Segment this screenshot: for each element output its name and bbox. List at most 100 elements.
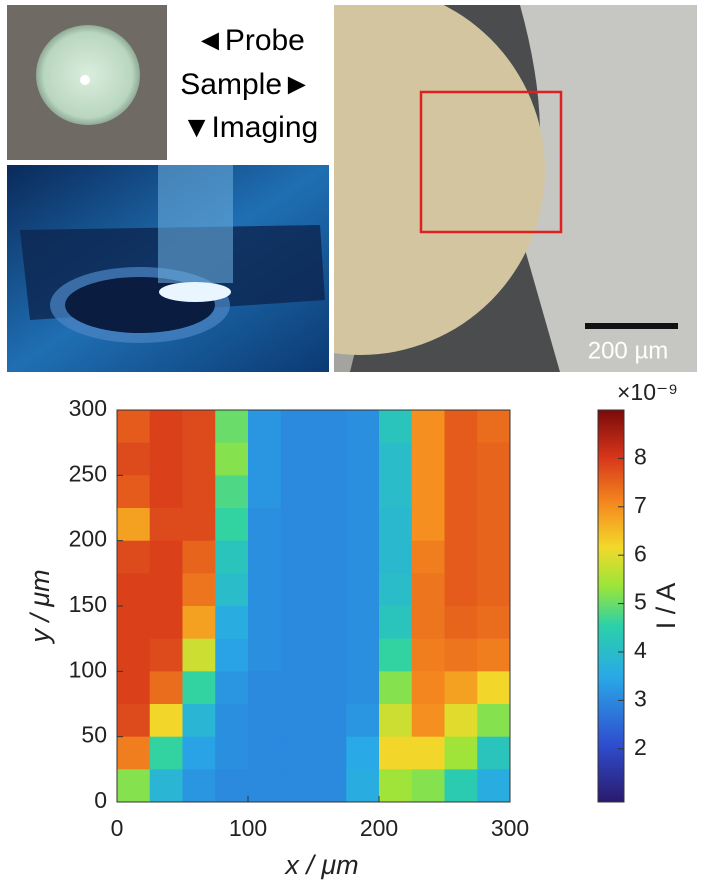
- annotation: ▼Imaging: [182, 111, 318, 144]
- heatmap-cell: [313, 769, 347, 803]
- colorbar-tick-label: 2: [634, 734, 647, 760]
- heatmap-cell: [117, 442, 151, 476]
- heatmap-cell: [313, 442, 347, 476]
- heatmap-cell: [346, 410, 380, 444]
- heatmap-cell: [248, 671, 282, 705]
- y-tick-label: 250: [69, 460, 107, 486]
- heatmap-cell: [215, 736, 249, 770]
- heatmap-cell: [411, 769, 445, 803]
- heatmap-cell: [444, 671, 478, 705]
- heatmap-cell: [411, 606, 445, 640]
- heatmap-cell: [477, 540, 511, 574]
- heatmap-cell: [149, 540, 183, 574]
- heatmap-cell: [117, 508, 151, 542]
- heatmap-cell: [280, 606, 314, 640]
- heatmap-cell: [215, 573, 249, 607]
- colorbar-tick-label: 6: [634, 540, 647, 566]
- heatmap-cell: [182, 638, 216, 672]
- heatmap-cell: [444, 573, 478, 607]
- y-tick-label: 150: [69, 591, 107, 617]
- colorbar-tick-label: 8: [634, 443, 647, 469]
- heatmap-cell: [477, 671, 511, 705]
- heatmap-cell: [280, 704, 314, 738]
- colorbar-tick-label: 4: [634, 637, 647, 663]
- heatmap-cell: [215, 606, 249, 640]
- heatmap-cell: [313, 508, 347, 542]
- x-axis-label: x / μm: [283, 850, 358, 880]
- heatmap-cell: [182, 606, 216, 640]
- heatmap-cell: [117, 410, 151, 444]
- heatmap-cell: [346, 769, 380, 803]
- heatmap-cell: [215, 475, 249, 509]
- y-tick-label: 50: [81, 722, 107, 748]
- heatmap-cell: [215, 671, 249, 705]
- heatmap-cell: [280, 442, 314, 476]
- heatmap-cell: [215, 540, 249, 574]
- heatmap-cell: [149, 475, 183, 509]
- heatmap-cell: [411, 410, 445, 444]
- heatmap-cell: [182, 540, 216, 574]
- heatmap-cell: [182, 475, 216, 509]
- heatmap-cell: [248, 638, 282, 672]
- heatmap-cell: [346, 573, 380, 607]
- heatmap-cell: [149, 573, 183, 607]
- heatmap-cell: [149, 736, 183, 770]
- heatmap-cell: [346, 736, 380, 770]
- heatmap-cell: [182, 704, 216, 738]
- probe-photo: [7, 5, 167, 160]
- x-tick-label: 200: [360, 815, 398, 841]
- heatmap-cell: [346, 606, 380, 640]
- heatmap-cell: [280, 573, 314, 607]
- heatmap-cell: [280, 671, 314, 705]
- heatmap-cell: [117, 573, 151, 607]
- heatmap-cell: [313, 704, 347, 738]
- annotation: Sample►: [180, 68, 311, 101]
- heatmap-cell: [379, 671, 413, 705]
- heatmap-cell: [444, 769, 478, 803]
- heatmap-cell: [411, 638, 445, 672]
- heatmap-cell: [215, 704, 249, 738]
- heatmap-cell: [477, 638, 511, 672]
- heatmap-cell: [346, 704, 380, 738]
- heatmap-cell: [248, 442, 282, 476]
- heatmap-cell: [182, 442, 216, 476]
- setup-photo: [7, 165, 329, 372]
- heatmap-cell: [444, 704, 478, 738]
- heatmap-cell: [477, 704, 511, 738]
- heatmap-cell: [182, 410, 216, 444]
- heatmap-cell: [411, 704, 445, 738]
- heatmap-cell: [477, 769, 511, 803]
- heatmap-cell: [477, 442, 511, 476]
- heatmap-cell: [444, 606, 478, 640]
- heatmap-cell: [280, 736, 314, 770]
- heatmap-cell: [346, 442, 380, 476]
- colorbar-multiplier: ×10⁻⁹: [617, 379, 678, 405]
- scale-bar-label: 200 µm: [588, 337, 669, 364]
- heatmap-cell: [313, 606, 347, 640]
- heatmap-cell: [149, 671, 183, 705]
- heatmap-cell: [215, 769, 249, 803]
- heatmap-cell: [182, 671, 216, 705]
- heatmap-cell: [477, 573, 511, 607]
- heatmap-cell: [477, 410, 511, 444]
- colorbar-tick-label: 5: [634, 589, 647, 615]
- heatmap-cell: [149, 769, 183, 803]
- colorbar-tick-label: 3: [634, 685, 647, 711]
- heatmap-cell: [379, 638, 413, 672]
- heatmap-cell: [444, 638, 478, 672]
- heatmap-cell: [444, 410, 478, 444]
- heatmap-cell: [411, 736, 445, 770]
- heatmap-cell: [280, 540, 314, 574]
- colorbar: [597, 409, 625, 803]
- heatmap-cell: [444, 475, 478, 509]
- heatmap-cell: [248, 704, 282, 738]
- heatmap-cell: [477, 606, 511, 640]
- heatmap-cell: [215, 410, 249, 444]
- heatmap-cell: [444, 442, 478, 476]
- heatmap-cell: [379, 442, 413, 476]
- heatmap-cell: [313, 638, 347, 672]
- heatmap-cell: [149, 442, 183, 476]
- heatmap-cell: [248, 508, 282, 542]
- y-tick-label: 300: [69, 395, 107, 421]
